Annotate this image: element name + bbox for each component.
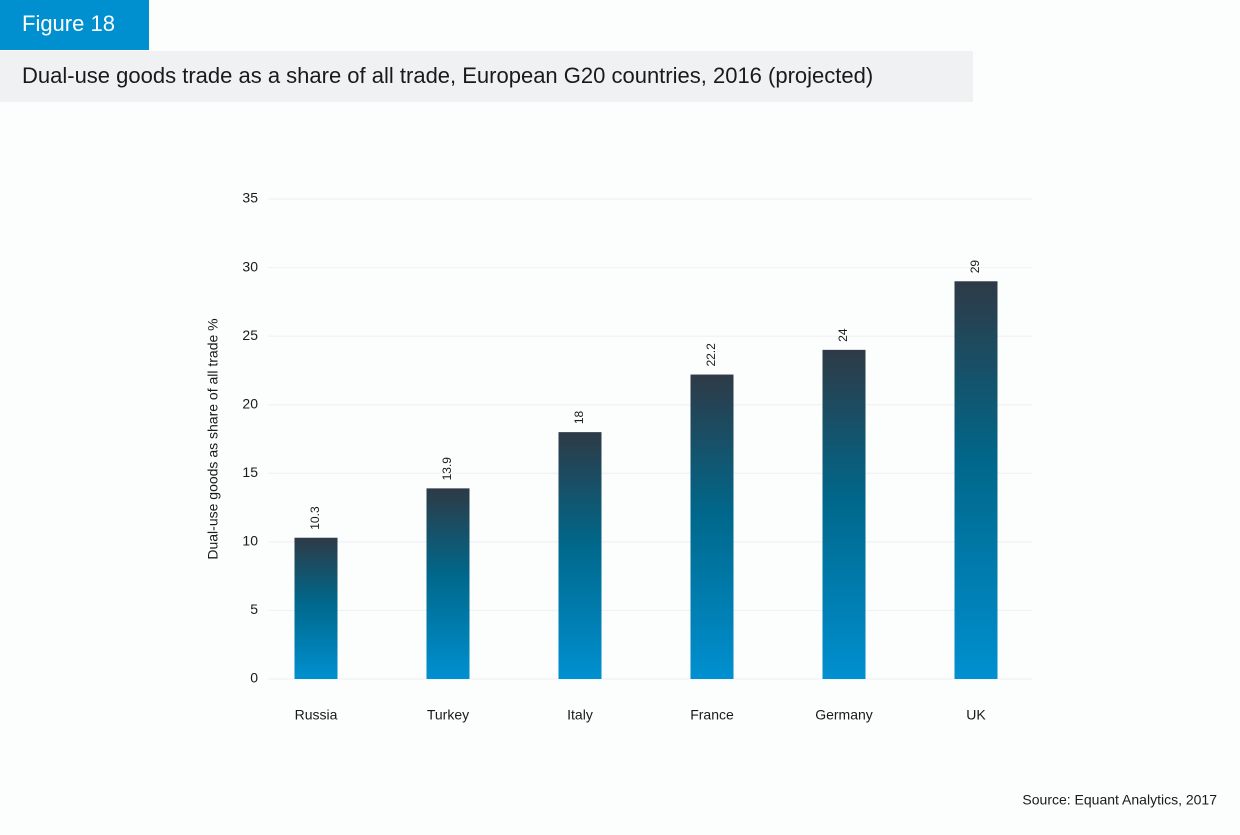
data-label: 29 (968, 260, 982, 274)
bar (294, 537, 338, 679)
data-label: 10.3 (308, 506, 322, 530)
data-label: 22.2 (704, 343, 718, 367)
x-tick-label: Italy (567, 707, 593, 723)
chart-title: Dual-use goods trade as a share of all t… (22, 63, 873, 88)
x-tick-label: UK (966, 707, 986, 723)
bar (822, 349, 866, 679)
y-tick-label: 0 (250, 670, 258, 686)
x-tick-label: Russia (295, 707, 338, 723)
source: Source: Equant Analytics, 2017 (1022, 792, 1217, 808)
y-tick-label: 30 (242, 258, 258, 274)
figure-badge (0, 0, 149, 50)
y-tick-label: 10 (242, 533, 258, 549)
data-label: 13.9 (440, 457, 454, 481)
y-tick-label: 15 (242, 464, 258, 480)
x-tick-label: Turkey (427, 707, 469, 723)
figure-label: Figure 18 (22, 11, 115, 36)
bar (690, 374, 734, 679)
y-axis-label: Dual-use goods as share of all trade % (205, 318, 221, 559)
data-label: 24 (836, 328, 850, 342)
y-tick-label: 20 (242, 395, 258, 411)
x-tick-label: France (690, 707, 734, 723)
y-tick-label: 25 (242, 327, 258, 343)
y-tick-label: 35 (242, 190, 258, 206)
bar (558, 432, 602, 679)
y-tick-label: 5 (250, 601, 258, 617)
title-band (0, 51, 973, 102)
data-label: 18 (572, 410, 586, 424)
bar (426, 488, 470, 679)
bar (954, 281, 998, 679)
x-tick-label: Germany (815, 707, 873, 723)
